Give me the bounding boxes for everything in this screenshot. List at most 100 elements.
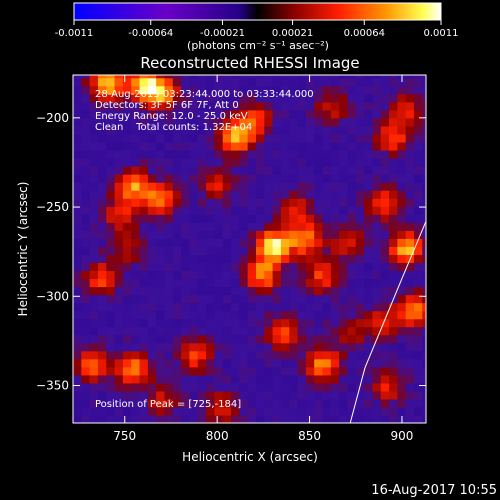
heatmap-cell xyxy=(214,302,224,312)
heatmap-cell xyxy=(380,366,390,376)
heatmap-cell xyxy=(97,125,107,135)
heatmap-cell xyxy=(81,93,91,103)
heatmap-cell xyxy=(372,406,382,416)
heatmap-cell xyxy=(214,414,224,423)
heatmap-cell xyxy=(339,238,349,247)
solar-limb-arc xyxy=(349,221,426,423)
heatmap-cell xyxy=(422,246,426,255)
heatmap-cell xyxy=(389,77,398,87)
heatmap-cell xyxy=(156,206,166,215)
heatmap-cell xyxy=(297,149,307,159)
heatmap-cell xyxy=(389,133,398,143)
heatmap-cell xyxy=(89,294,99,304)
y-tick-label: −200 xyxy=(36,111,69,125)
heatmap-cell xyxy=(214,149,224,159)
heatmap-cell xyxy=(347,77,357,87)
heatmap-cell xyxy=(181,310,191,320)
heatmap-cell xyxy=(247,382,257,392)
heatmap-cell xyxy=(297,157,307,167)
heatmap-cell xyxy=(164,141,174,151)
heatmap-cell xyxy=(280,262,290,272)
heatmap-cell xyxy=(280,214,290,223)
heatmap-cell xyxy=(389,262,398,272)
heatmap-cell xyxy=(164,342,174,352)
heatmap-cell xyxy=(147,382,157,392)
heatmap-cell xyxy=(214,77,224,87)
heatmap-cell xyxy=(314,382,324,392)
heatmap-cell xyxy=(255,382,265,392)
heatmap-cell xyxy=(97,278,107,288)
heatmap-cell xyxy=(197,166,207,175)
heatmap-cell xyxy=(206,133,215,143)
heatmap-cell xyxy=(297,318,307,328)
heatmap-cell xyxy=(231,366,240,376)
heatmap-cell xyxy=(97,302,107,312)
heatmap-cell xyxy=(355,85,365,95)
heatmap-cell xyxy=(147,262,157,272)
heatmap-cell xyxy=(405,93,415,103)
heatmap-cell xyxy=(81,262,91,272)
heatmap-cell xyxy=(272,262,282,272)
heatmap-cell xyxy=(106,310,116,320)
heatmap-cell xyxy=(73,302,82,312)
heatmap-cell xyxy=(73,326,82,336)
heatmap-cell xyxy=(255,262,265,272)
heatmap-cell xyxy=(330,198,340,207)
heatmap-cell xyxy=(97,157,107,167)
heatmap-cell xyxy=(413,382,423,392)
heatmap-cell xyxy=(114,278,124,288)
heatmap-cell xyxy=(239,117,249,127)
info-line-energy: Energy Range: 12.0 - 25.0 keV xyxy=(95,111,248,122)
heatmap-cell xyxy=(322,398,332,408)
heatmap-cell xyxy=(172,93,182,103)
heatmap-cell xyxy=(172,334,182,344)
heatmap-cell xyxy=(247,109,257,119)
heatmap-cell xyxy=(181,262,191,272)
heatmap-cell xyxy=(164,75,174,79)
heatmap-cell xyxy=(131,109,141,119)
heatmap-cell xyxy=(297,302,307,312)
heatmap-cell xyxy=(314,198,324,207)
heatmap-cell xyxy=(156,125,166,135)
heatmap-cell xyxy=(156,101,166,111)
heatmap-cell xyxy=(422,334,426,344)
heatmap-cell xyxy=(330,318,340,328)
heatmap-cell xyxy=(364,109,374,119)
heatmap-cell xyxy=(380,125,390,135)
heatmap-cell xyxy=(106,278,116,288)
heatmap-cell xyxy=(255,366,265,376)
heatmap-cell xyxy=(197,294,207,304)
heatmap-cell xyxy=(172,318,182,328)
heatmap-cell xyxy=(389,358,398,368)
heatmap-cell xyxy=(314,350,324,360)
heatmap-cell xyxy=(280,366,290,376)
heatmap-cell xyxy=(347,406,357,416)
heatmap-cell xyxy=(239,206,249,215)
heatmap-cell xyxy=(139,174,149,183)
heatmap-cell xyxy=(314,117,324,127)
heatmap-cell xyxy=(347,182,357,191)
heatmap-cell xyxy=(255,75,265,79)
heatmap-cell xyxy=(131,278,141,288)
heatmap-cell xyxy=(172,262,182,272)
heatmap-cell xyxy=(197,366,207,376)
heatmap-cell xyxy=(355,166,365,175)
heatmap-cell xyxy=(139,374,149,384)
heatmap-cell xyxy=(322,366,332,376)
heatmap-cell xyxy=(247,214,257,223)
heatmap-cell xyxy=(147,374,157,384)
heatmap-cell xyxy=(422,157,426,167)
heatmap-cell xyxy=(239,93,249,103)
heatmap-cell xyxy=(189,238,199,247)
heatmap-cell xyxy=(172,198,182,207)
heatmap-cell xyxy=(355,254,365,263)
heatmap-cell xyxy=(355,318,365,328)
heatmap-cell xyxy=(305,149,315,159)
heatmap-cell xyxy=(139,230,149,239)
heatmap-cell xyxy=(405,286,415,296)
heatmap-cell xyxy=(322,190,332,199)
heatmap-cell xyxy=(264,366,274,376)
x-tick-label: 850 xyxy=(298,429,321,443)
heatmap-cell xyxy=(114,326,124,336)
heatmap-cell xyxy=(222,414,232,423)
